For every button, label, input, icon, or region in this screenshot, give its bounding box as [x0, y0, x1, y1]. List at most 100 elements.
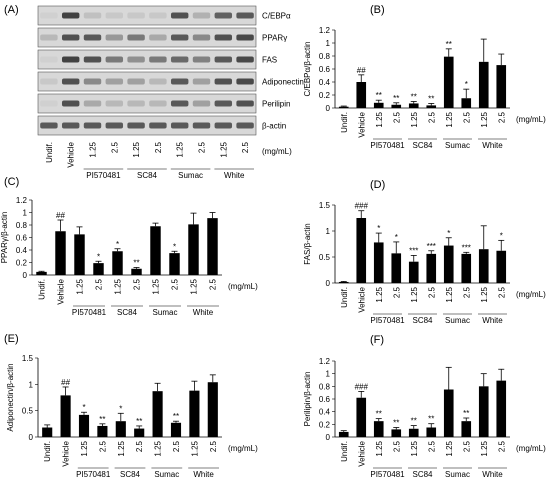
group-label: Sumac	[154, 470, 179, 479]
x-tick-label: 1.25	[480, 111, 489, 127]
bar	[478, 386, 489, 437]
bar	[338, 281, 349, 283]
blot-band	[83, 122, 102, 129]
significance-mark: ***	[427, 242, 436, 251]
significance-mark: ***	[462, 243, 471, 252]
y-tick-label: 0.8	[16, 221, 28, 230]
blot-band	[105, 56, 124, 63]
blot-band	[236, 12, 254, 19]
blot-band	[105, 34, 124, 41]
significance-mark: *	[465, 80, 468, 89]
blot-band	[61, 100, 80, 107]
blot-band	[40, 100, 58, 107]
panel-label-a: (A)	[4, 4, 19, 16]
y-tick-label: 1	[29, 380, 34, 389]
blot-band-label: FAS	[262, 56, 277, 65]
y-tick-label: 0.2	[319, 91, 331, 100]
significance-mark: **	[446, 40, 452, 49]
blot-strip-5: β-actin	[37, 115, 286, 136]
y-tick-label: 0.2	[319, 420, 331, 429]
group-label: SC84	[412, 316, 433, 325]
bar	[170, 422, 182, 437]
y-tick-label: 1	[23, 209, 28, 218]
panel-label: (C)	[4, 176, 19, 188]
unit-label: (mg/mL)	[228, 282, 258, 291]
x-tick-label: 1.25	[117, 440, 126, 456]
blot-band-label: C/EBPα	[262, 12, 291, 21]
unit-label: (mg/mL)	[516, 290, 546, 299]
blot-band-label: Adiponectin	[262, 78, 304, 87]
significance-mark: **	[173, 412, 179, 421]
blot-lane-label: 1.25	[219, 141, 228, 157]
significance-mark: *	[500, 231, 503, 240]
x-tick-label: 2.5	[392, 440, 401, 452]
unit-label: (mg/mL)	[228, 444, 258, 453]
x-tick-label: 1.25	[445, 111, 454, 127]
group-label: PI570481	[72, 308, 107, 317]
x-tick-label: 1.25	[114, 278, 123, 294]
blot-lane-label: Vehicle	[67, 141, 76, 167]
y-tick-label: 0.2	[16, 259, 28, 268]
blot-band	[236, 56, 254, 63]
x-tick-label: Vehicle	[357, 111, 366, 137]
blot-band	[40, 78, 58, 85]
blot-band	[61, 56, 80, 63]
bar	[207, 382, 218, 437]
bar	[188, 224, 199, 275]
chart-panel-b: (B) 0 0.2 0.4 0.6 0.8 1 1.2 C/EBPα/β-actin Undif.…	[303, 4, 546, 150]
x-tick-label: 1.25	[152, 278, 161, 294]
bar	[55, 231, 66, 275]
panel-label: (E)	[4, 333, 19, 345]
blot-band	[127, 100, 145, 107]
x-tick-label: Vehicle	[57, 278, 66, 304]
y-tick-label: 0	[23, 271, 28, 280]
blot-band	[149, 78, 167, 85]
significance-mark: **	[376, 410, 382, 419]
blot-band	[40, 122, 58, 129]
blot-strip-0: C/EBPα	[37, 5, 291, 26]
blot-strip-frame	[37, 93, 257, 114]
bar	[356, 82, 367, 108]
y-tick-label: 0	[326, 279, 331, 288]
blot-band	[83, 12, 102, 19]
x-tick-label: 1.25	[375, 286, 384, 302]
y-tick-label: 1.2	[16, 196, 28, 205]
y-tick-label: 1	[326, 370, 331, 379]
bar	[150, 226, 161, 275]
significance-mark: *	[116, 240, 119, 249]
x-tick-label: Vehicle	[62, 440, 71, 466]
bar	[478, 249, 489, 283]
bar	[356, 218, 367, 283]
blot-band	[40, 56, 58, 63]
x-tick-label: 1.25	[410, 111, 419, 127]
x-tick-label: 1.25	[80, 440, 89, 456]
bar	[115, 421, 126, 437]
panel-label: (F)	[370, 334, 384, 346]
x-tick-label: 2.5	[135, 440, 144, 452]
bar	[426, 253, 437, 283]
bar	[131, 268, 142, 275]
significance-mark: **	[411, 93, 417, 102]
significance-mark: **	[463, 409, 469, 418]
y-tick-label: 0.8	[319, 382, 331, 391]
bar	[152, 391, 163, 437]
group-label: White	[193, 308, 214, 317]
bar	[42, 427, 53, 437]
blot-band	[61, 122, 80, 129]
significance-mark: **	[393, 94, 399, 103]
x-tick-label: 2.5	[427, 111, 436, 123]
x-tick-label: 1.25	[445, 286, 454, 302]
y-axis-label: Adiponectin/β-actin	[6, 363, 15, 431]
significance-mark: *	[119, 404, 122, 413]
blot-band	[83, 34, 102, 41]
x-tick-label: 1.25	[190, 278, 199, 294]
y-tick-label: 1	[326, 39, 331, 48]
group-label: Sumac	[153, 308, 178, 317]
chart-panel-e: (E) 0 0.5 1 1.5 Adiponectin/β-actin Undif. ## Ve…	[4, 333, 258, 479]
significance-mark: *	[82, 403, 85, 412]
bar	[338, 106, 349, 108]
x-tick-label: 2.5	[462, 111, 471, 123]
bar	[356, 397, 367, 437]
